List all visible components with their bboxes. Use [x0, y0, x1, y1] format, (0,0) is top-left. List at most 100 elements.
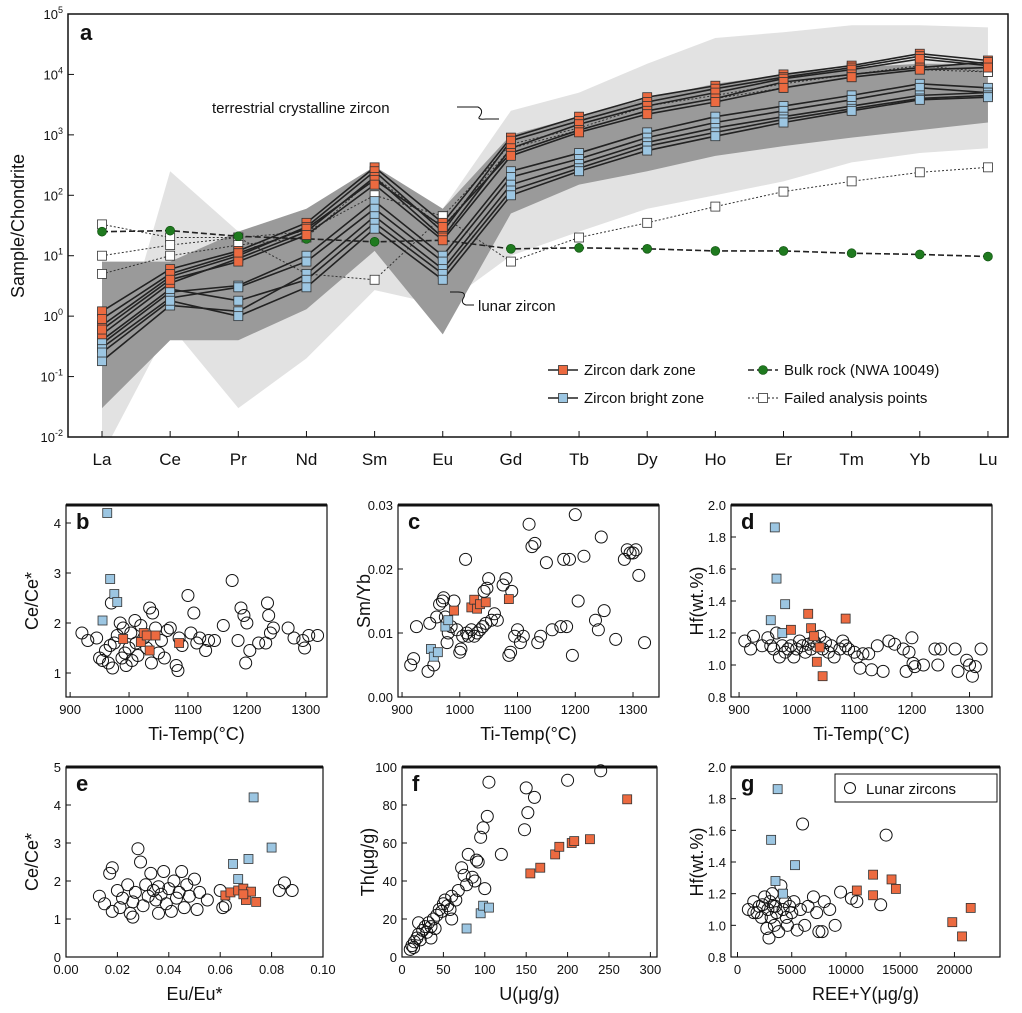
lunar-zircon-point [828, 918, 842, 932]
lunar-zircon-point [454, 642, 468, 656]
lunar-zircon-point [234, 601, 248, 615]
lunar-zircon-point [461, 629, 475, 643]
dark-zircon-point [817, 671, 828, 682]
lunar-zircon-point [193, 885, 207, 899]
lunar-zircon-point [193, 631, 207, 645]
lunar-zircon-point [518, 823, 532, 837]
legend-marker [758, 365, 768, 375]
bright-zircon-point [770, 876, 781, 886]
lunar-zircon-point [190, 903, 204, 916]
y-tick-label: 102 [44, 186, 63, 203]
lunar-zircon-point [407, 652, 421, 666]
lunar-zircon-point [105, 904, 119, 918]
y-tick-label: 60 [383, 836, 397, 851]
y-tick-label: 10-1 [41, 368, 63, 385]
tick-exponent: 4 [58, 65, 63, 75]
panel-g: 0 5000 10000 15000 20000 0.8 1.0 1.2 1.4 1.6 1.8 2.… [687, 760, 1001, 1004]
lunar-zircon-point [906, 656, 920, 670]
panel-e: 0.00 0.02 0.04 0.06 0.08 0.10 0 1 2 3 4 5 Eu/Eu* Ce/C… [22, 760, 336, 1004]
lunar-zircon-point [407, 935, 421, 949]
lunar-zircon-point [144, 866, 158, 880]
bright-zircon-point [771, 573, 782, 584]
bulk-data-point [710, 246, 721, 256]
lunar-zircon-point [482, 572, 496, 586]
dark-data-point [97, 314, 107, 324]
y-axis-label: Sm/Yb [354, 574, 374, 628]
legend-label: Lunar zircons [866, 781, 956, 798]
failed-data-point [165, 250, 176, 261]
annotation-leader [450, 291, 474, 306]
bright-series-line [101, 82, 988, 345]
lunar-zircon-point [528, 536, 542, 550]
y-axis-label: Ce/Ce* [22, 572, 42, 630]
bright-data-point [710, 131, 721, 142]
lunar-zircon-point [216, 901, 230, 915]
dark-data-point [301, 230, 312, 240]
dark-zircon-point [569, 836, 580, 846]
lunar-zircon-point [494, 847, 508, 861]
lunar-zircon-point [98, 644, 112, 657]
y-tick-label: 5 [54, 760, 61, 775]
lunar-zircon-point [862, 647, 876, 661]
x-tick-label: 0.06 [208, 962, 233, 977]
dark-data-point [97, 324, 107, 335]
bright-zircon-point [769, 522, 780, 533]
lunar-zircon-point [428, 922, 442, 935]
bright-data-point [369, 223, 380, 234]
lunar-zircon-point [519, 781, 533, 795]
bulk-data-point [369, 236, 380, 247]
y-tick-label: 3 [54, 836, 61, 851]
lunar-zircon-point [262, 609, 276, 622]
x-tick-label: 20000 [936, 962, 972, 977]
dark-series-line [101, 55, 989, 327]
lunar-zircon-point [766, 899, 780, 913]
lunar-zircon-point [177, 901, 191, 915]
lunar-zircon-point [134, 855, 148, 869]
bright-data-point [97, 356, 107, 367]
lunar-zircon-point [225, 574, 239, 587]
bulk-data-point [846, 248, 857, 259]
bright-data-point [642, 145, 653, 156]
lunar-zircon-point [767, 918, 781, 932]
lunar-zircon-point [594, 764, 608, 778]
lunar-zircon-point [252, 636, 266, 650]
bright-zircon-point [772, 784, 783, 795]
legend-item: Zircon bright zone [548, 390, 704, 407]
y-tick-label: 104 [44, 65, 63, 82]
panel-label-a: a [80, 20, 93, 45]
dark-zircon-point [840, 613, 851, 624]
failed-data-point [642, 217, 653, 228]
lunar-zircon-point [772, 925, 786, 939]
y-tick-label: 103 [44, 126, 63, 143]
x-tick-label: 1200 [232, 702, 261, 717]
y-tick-label: 101 [44, 247, 63, 264]
lunar-zircon-point [626, 546, 640, 560]
lunar-zircon-point [480, 809, 494, 823]
tick-exponent: 1 [58, 247, 63, 257]
x-tick-label: 1300 [291, 702, 320, 717]
x-tick-label: Ho [704, 450, 726, 469]
x-tick-label: 15000 [882, 962, 918, 977]
lunar-zircon-point [545, 623, 559, 637]
y-tick-label: 2.0 [708, 498, 726, 513]
lunar-zircon-point [169, 659, 183, 672]
bright-zircon-point [112, 597, 123, 607]
dark-zircon-point [480, 597, 491, 608]
data-points [404, 508, 652, 678]
panel-a: La Ce Pr Nd Sm Eu Gd Tb Dy Ho Er Tm Yb Lu10-210-11001… [8, 5, 1009, 469]
y-tick-label: 1.4 [708, 855, 726, 870]
lunar-zircon-point [443, 903, 457, 916]
lunar-zircon-point [823, 903, 837, 916]
lunar-zircon-point [121, 878, 135, 892]
dark-zircon-point [868, 869, 878, 880]
y-tick-label: 3 [54, 566, 61, 581]
bright-data-point [301, 256, 312, 267]
lunar-zircon-point [167, 874, 181, 888]
dark-zircon-point [622, 794, 633, 805]
lunar-zircon-point [870, 639, 884, 653]
lunar-zircon-point [418, 920, 432, 934]
bulk-data-point [165, 225, 175, 236]
lunar-zircon-point [110, 884, 124, 897]
failed-series-line [101, 166, 988, 281]
lunar-zircon-point [131, 842, 145, 856]
